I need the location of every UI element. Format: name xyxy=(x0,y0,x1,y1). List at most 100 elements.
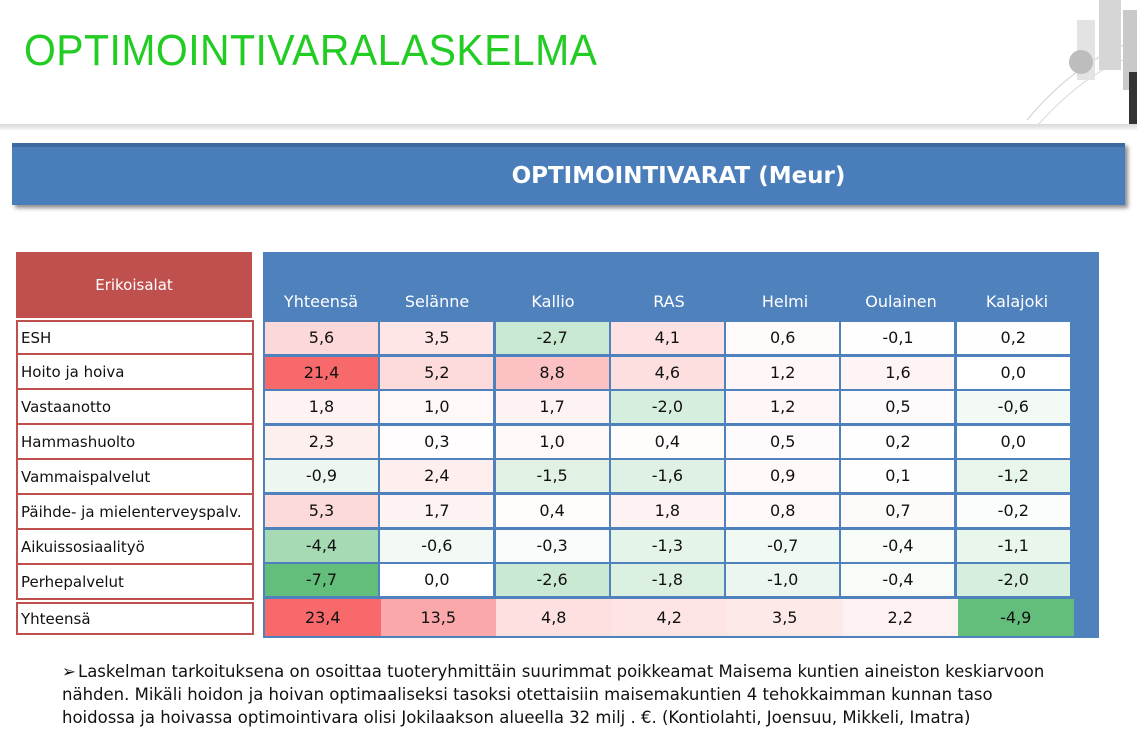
value-cell: 0,4 xyxy=(495,494,609,527)
value-cell: 0,2 xyxy=(841,425,955,458)
value-cell: -2,0 xyxy=(610,391,724,424)
value-cell: 0,0 xyxy=(956,425,1070,458)
value-cell: 1,0 xyxy=(495,425,609,458)
explanation-note: ➢ Laskelman tarkoituksena on osoittaa tu… xyxy=(62,660,1062,729)
value-cell: 1,2 xyxy=(726,356,840,389)
value-cell: 3,5 xyxy=(380,322,494,354)
value-cell: 4,1 xyxy=(610,322,724,354)
value-cell: 0,9 xyxy=(726,460,840,493)
category-label: ESH xyxy=(16,320,254,355)
value-cell: 0,3 xyxy=(380,425,494,458)
category-list: ESH Hoito ja hoiva Vastaanotto Hammashuolto… xyxy=(16,320,254,635)
value-cell: -1,6 xyxy=(610,460,724,493)
value-cell: 2,3 xyxy=(265,425,378,458)
category-label: Vammaispalvelut xyxy=(16,460,254,495)
value-cell: -0,2 xyxy=(956,494,1070,527)
value-cell: 4,6 xyxy=(610,356,724,389)
value-cell: -0,6 xyxy=(956,391,1070,424)
value-cell: -0,4 xyxy=(841,529,955,562)
total-value-cell: 23,4 xyxy=(265,598,381,636)
value-cell: -0,1 xyxy=(841,322,955,354)
value-cell: -2,7 xyxy=(495,322,609,354)
value-cell: 1,7 xyxy=(380,494,494,527)
column-header: Kalajoki xyxy=(985,292,1049,311)
value-cell: 0,4 xyxy=(610,425,724,458)
value-cell: 2,4 xyxy=(380,460,494,493)
total-label: Yhteensä xyxy=(16,602,254,635)
value-cell: 0,1 xyxy=(841,460,955,493)
value-cell: -1,3 xyxy=(610,529,724,562)
table-row: -0,9 2,4 -1,5 -1,6 0,9 0,1 -1,2 xyxy=(265,460,1074,493)
value-cell: -1,5 xyxy=(495,460,609,493)
category-label: Aikuissosiaalityö xyxy=(16,530,254,565)
value-cell: -0,4 xyxy=(841,564,955,597)
value-cell: -0,6 xyxy=(380,529,494,562)
value-cell: -0,7 xyxy=(726,529,840,562)
value-cell: 1,8 xyxy=(610,494,724,527)
values-table: 5,6 3,5 -2,7 4,1 0,6 -0,1 0,2 21,4 5,2 8,8 4,6 1,2 1… xyxy=(265,322,1074,638)
table-row: 2,3 0,3 1,0 0,4 0,5 0,2 0,0 xyxy=(265,425,1074,458)
category-label: Hammashuolto xyxy=(16,425,254,460)
value-cell: 0,0 xyxy=(380,564,494,597)
table-row: -7,7 0,0 -2,6 -1,8 -1,0 -0,4 -2,0 xyxy=(265,564,1074,597)
value-cell: -1,2 xyxy=(956,460,1070,493)
value-cell: -0,9 xyxy=(265,460,378,493)
value-cell: 0,2 xyxy=(956,322,1070,354)
decorative-building-graphic xyxy=(1026,0,1137,128)
column-header: Selänne xyxy=(404,292,470,311)
value-cell: 0,5 xyxy=(841,391,955,424)
value-cell: -2,6 xyxy=(495,564,609,597)
value-cell: 5,3 xyxy=(265,494,378,527)
total-value-cell: 13,5 xyxy=(380,598,496,636)
section-banner: OPTIMOINTIVARAT (Meur) xyxy=(12,143,1125,205)
value-cell: 1,8 xyxy=(265,391,378,424)
value-cell: 0,7 xyxy=(841,494,955,527)
total-value-cell: 2,2 xyxy=(842,598,958,636)
table-row: 5,6 3,5 -2,7 4,1 0,6 -0,1 0,2 xyxy=(265,322,1074,354)
category-column-header: Erikoisalat xyxy=(16,252,252,318)
note-text: Laskelman tarkoituksena on osoittaa tuot… xyxy=(62,662,1045,727)
table-row: 21,4 5,2 8,8 4,6 1,2 1,6 0,0 xyxy=(265,356,1074,389)
value-cell: -0,3 xyxy=(495,529,609,562)
column-headers: Yhteensä Selänne Kallio RAS Helmi Oulainen Kal… xyxy=(263,284,1075,320)
value-cell: -1,1 xyxy=(956,529,1070,562)
total-value-cell: 4,2 xyxy=(611,598,727,636)
value-cell: 8,8 xyxy=(495,356,609,389)
category-label: Hoito ja hoiva xyxy=(16,355,254,390)
header-divider xyxy=(0,124,1137,130)
page-title: OPTIMOINTIVARALASKELMA xyxy=(24,26,598,75)
category-label: Perhepalvelut xyxy=(16,565,254,600)
value-cell: -1,8 xyxy=(610,564,724,597)
column-header: RAS xyxy=(653,292,685,311)
total-row: 23,4 13,5 4,8 4,2 3,5 2,2 -4,9 xyxy=(265,598,1074,636)
value-cell: 1,6 xyxy=(841,356,955,389)
value-cell: -2,0 xyxy=(956,564,1070,597)
value-cell: 5,2 xyxy=(380,356,494,389)
total-value-cell: 4,8 xyxy=(496,598,612,636)
value-cell: 1,2 xyxy=(726,391,840,424)
total-value-cell: -4,9 xyxy=(958,598,1074,636)
value-cell: 5,6 xyxy=(265,322,378,354)
value-cell: -1,0 xyxy=(726,564,840,597)
column-header: Yhteensä xyxy=(283,292,359,311)
value-cell: 0,0 xyxy=(956,356,1070,389)
table-row: -4,4 -0,6 -0,3 -1,3 -0,7 -0,4 -1,1 xyxy=(265,529,1074,562)
value-cell: 0,8 xyxy=(726,494,840,527)
value-cell: 21,4 xyxy=(265,356,378,389)
category-label: Vastaanotto xyxy=(16,390,254,425)
value-cell: 1,7 xyxy=(495,391,609,424)
column-header: Kallio xyxy=(531,292,575,311)
total-value-cell: 3,5 xyxy=(727,598,843,636)
banner-title: OPTIMOINTIVARAT (Meur) xyxy=(511,163,846,189)
value-cell: -7,7 xyxy=(265,564,378,597)
column-header: Helmi xyxy=(761,292,809,311)
value-cell: 1,0 xyxy=(380,391,494,424)
value-cell: 0,6 xyxy=(726,322,840,354)
table-row: 5,3 1,7 0,4 1,8 0,8 0,7 -0,2 xyxy=(265,494,1074,527)
arrow-bullet-icon: ➢ xyxy=(62,662,76,681)
column-header: Oulainen xyxy=(865,292,937,311)
value-cell: -4,4 xyxy=(265,529,378,562)
value-cell: 0,5 xyxy=(726,425,840,458)
category-label: Päihde- ja mielenterveyspalv. xyxy=(16,495,254,530)
table-row: 1,8 1,0 1,7 -2,0 1,2 0,5 -0,6 xyxy=(265,391,1074,424)
